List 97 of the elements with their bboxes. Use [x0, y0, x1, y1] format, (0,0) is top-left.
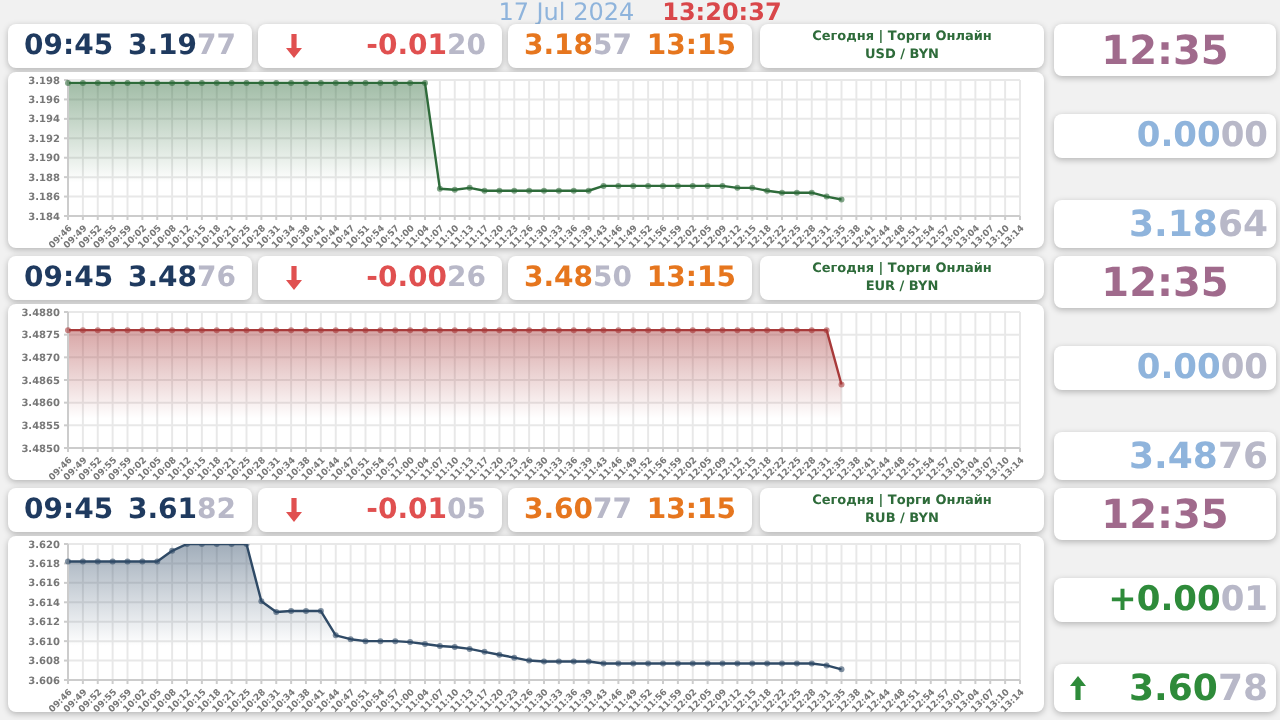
point: [660, 660, 666, 667]
point: [585, 658, 592, 665]
point: [719, 182, 726, 189]
text: 3.6182: [127, 494, 236, 526]
point: [541, 187, 547, 194]
point: [838, 196, 845, 203]
text: -0.0026: [366, 262, 486, 294]
point: [793, 189, 800, 196]
text: -0.0120: [366, 30, 486, 62]
point: [377, 638, 384, 645]
point: [139, 558, 146, 565]
point: [511, 187, 518, 194]
point: [243, 80, 250, 86]
point: [615, 660, 622, 667]
point: [600, 182, 607, 189]
text: 3.1864: [1129, 203, 1268, 245]
text: 0.0000: [1136, 348, 1268, 388]
point: [764, 660, 771, 667]
point: [436, 185, 443, 192]
text: 0.0000: [1136, 116, 1268, 156]
point: [511, 654, 518, 661]
point: [79, 558, 86, 565]
point: [258, 598, 265, 605]
text: 09:45: [24, 30, 114, 62]
text: 3.6078: [1129, 667, 1268, 709]
point: [109, 80, 116, 86]
text: 3.4850: [524, 262, 633, 294]
point: [600, 660, 607, 667]
point: [823, 193, 830, 200]
point: [124, 558, 131, 565]
point: [481, 648, 488, 655]
point: [124, 80, 131, 86]
point: [481, 187, 488, 194]
point: [719, 660, 726, 667]
point: [808, 189, 815, 196]
point: [838, 666, 845, 673]
text: 3.4876: [127, 262, 236, 294]
point: [734, 660, 741, 667]
text: 09:45: [24, 262, 114, 294]
point: [109, 558, 116, 565]
point: [466, 645, 473, 652]
point: [704, 660, 711, 667]
point: [496, 187, 503, 194]
text: +0.0001: [1108, 580, 1268, 620]
point: [823, 662, 830, 669]
point: [704, 182, 711, 189]
point: [779, 660, 785, 667]
point: [466, 184, 473, 191]
text: 13:15: [646, 494, 736, 526]
point: [749, 660, 756, 667]
point: [570, 187, 577, 194]
point: [154, 558, 161, 565]
point: [764, 187, 771, 194]
text: 13:15: [646, 30, 736, 62]
point: [808, 660, 815, 667]
point: [555, 187, 562, 194]
point: [362, 80, 369, 86]
point: [332, 632, 339, 639]
point: [228, 80, 235, 86]
point: [496, 651, 503, 658]
text: 17 Jul 2024: [498, 0, 635, 26]
point: [615, 182, 622, 189]
point: [541, 658, 547, 665]
point: [645, 660, 652, 667]
point: [139, 80, 146, 86]
point: [347, 80, 354, 86]
point: [749, 184, 756, 191]
point: [169, 547, 176, 554]
point: [630, 660, 637, 667]
point: [451, 186, 458, 193]
text: 12:35: [1101, 26, 1229, 74]
text: 12:35: [1101, 490, 1229, 538]
text: 12:35: [1101, 258, 1229, 306]
text: 3.6077: [524, 494, 633, 526]
point: [779, 189, 785, 196]
point: [94, 558, 101, 565]
text: 13:20:37: [662, 0, 782, 26]
text: 09:45: [24, 494, 114, 526]
point: [392, 638, 399, 645]
text: 3.4876: [1129, 435, 1268, 477]
point: [734, 184, 741, 191]
text: 3.1977: [127, 30, 236, 62]
text: 13:15: [646, 262, 736, 294]
point: [793, 660, 800, 667]
point: [526, 657, 533, 664]
point: [674, 660, 681, 667]
point: [585, 187, 592, 194]
point: [689, 660, 696, 667]
text: -0.0105: [366, 494, 486, 526]
point: [362, 638, 369, 645]
point: [347, 636, 354, 643]
point: [258, 80, 265, 86]
point: [526, 187, 533, 194]
point: [377, 80, 384, 86]
point: [570, 658, 577, 665]
text: 3.1857: [524, 30, 633, 62]
point: [555, 658, 562, 665]
